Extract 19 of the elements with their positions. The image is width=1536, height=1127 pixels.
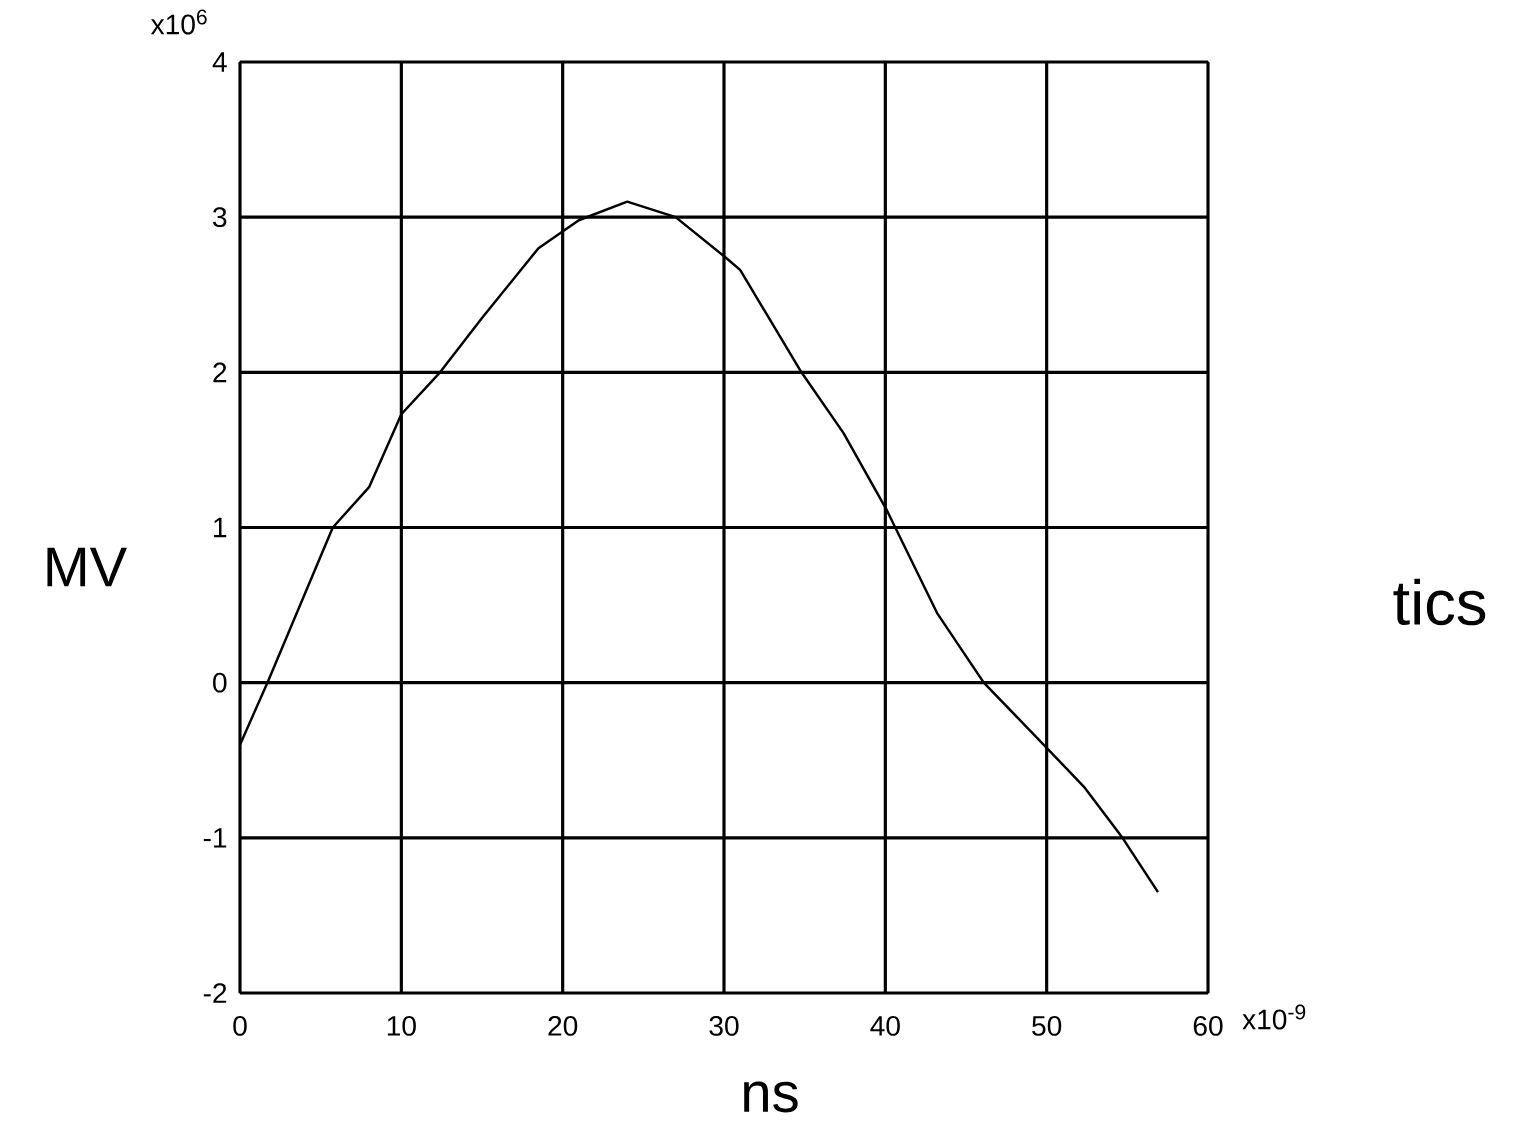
y-tick-label: 1 [214,517,227,538]
x-tick-label: 60 [1193,1015,1223,1036]
x-tick-label: 50 [1032,1015,1062,1036]
x-tick-label: 10 [387,1015,416,1036]
text: tics [1393,578,1486,626]
y-axis-title: MV [47,547,127,587]
x-axis-title: ns [744,1081,798,1113]
y-tick-label: 2 [213,362,227,383]
y-tick-label: -2 [203,983,227,1003]
y-tick-label: 4 [212,52,227,72]
text: x10$^{-9}$ [1242,1004,1306,1030]
x-tick-label: 30 [709,1015,739,1036]
x-tick-label: 0 [233,1015,247,1036]
y-tick-label: -1 [203,828,227,848]
y-tick-label: 3 [213,207,227,228]
x-tick-label: 40 [870,1015,900,1036]
x-tick-label: 20 [548,1015,578,1036]
y-tick-label: 0 [213,672,227,693]
text: x10$^{6}$ [150,9,207,35]
